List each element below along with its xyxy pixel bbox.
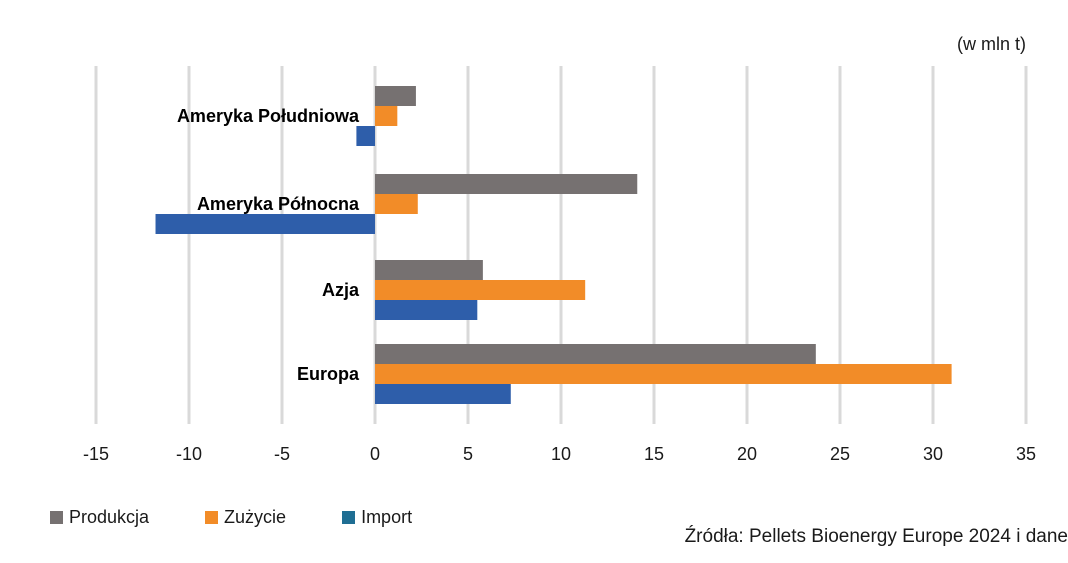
legend-item-produkcja: Produkcja: [50, 507, 149, 528]
legend-item-zuzycie: Zużycie: [205, 507, 286, 528]
category-labels: Ameryka Południowa Ameryka Północna Azja Eu…: [177, 106, 360, 384]
category-label: Europa: [297, 364, 360, 384]
bar-produkcja: [375, 344, 816, 364]
bar-zużycie: [375, 364, 952, 384]
x-tick-label: 15: [644, 444, 664, 464]
legend-item-import: Import: [342, 507, 412, 528]
legend-label-zuzycie: Zużycie: [224, 507, 287, 527]
x-tick-label: -10: [176, 444, 202, 464]
bars: [155, 86, 952, 404]
legend-swatch-import: [342, 511, 356, 524]
bar-chart: Ameryka Południowa Ameryka Północna Azja Eu…: [83, 66, 1036, 464]
x-tick-labels: -15 -10 -5 0 5 10 15 20 25 30 35: [83, 444, 1036, 464]
unit-label: (w mln t): [957, 34, 1026, 54]
bar-import: [375, 300, 478, 320]
x-tick-label: 20: [737, 444, 757, 464]
x-tick-label: 10: [551, 444, 571, 464]
bar-produkcja: [375, 86, 416, 106]
legend-swatch-produkcja: [50, 511, 63, 524]
legend: Produkcja Zużycie Import: [50, 507, 412, 528]
bar-import: [155, 214, 375, 234]
x-tick-label: 5: [463, 444, 473, 464]
bar-zużycie: [375, 106, 398, 126]
category-label: Ameryka Południowa: [177, 106, 360, 126]
legend-label-import: Import: [361, 507, 413, 527]
x-tick-label: -5: [274, 444, 290, 464]
bar-zużycie: [375, 194, 418, 214]
source-note: Źródła: Pellets Bioenergy Europe 2024 i …: [684, 526, 1068, 547]
legend-swatch-zuzycie: [205, 511, 219, 524]
x-tick-label: 35: [1016, 444, 1036, 464]
x-tick-label: -15: [83, 444, 109, 464]
bar-import: [375, 384, 511, 404]
category-label: Ameryka Północna: [197, 194, 360, 214]
bar-zużycie: [375, 280, 586, 300]
x-tick-label: 25: [830, 444, 850, 464]
bar-produkcja: [375, 260, 483, 280]
bar-produkcja: [375, 174, 638, 194]
category-label: Azja: [322, 280, 360, 300]
bar-import: [356, 126, 375, 146]
x-tick-label: 0: [370, 444, 380, 464]
x-tick-label: 30: [923, 444, 943, 464]
legend-label-produkcja: Produkcja: [69, 507, 150, 527]
